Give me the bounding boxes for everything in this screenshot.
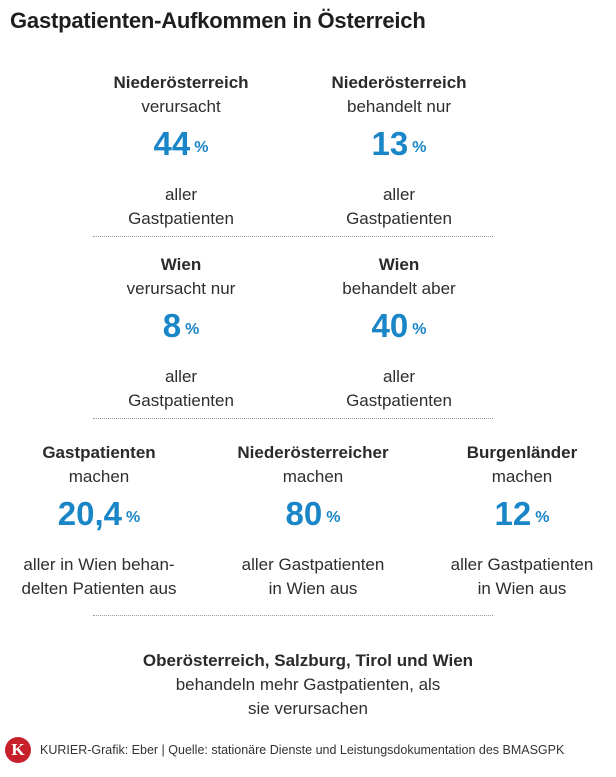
stat-value: 40% <box>371 307 427 344</box>
stat-line2: Gastpatienten <box>346 209 452 228</box>
stat-line1: aller Gastpatienten <box>450 555 594 574</box>
stat-line1: aller <box>382 185 416 204</box>
stat-value: 12% <box>494 495 550 532</box>
stat-line2: Gastpatienten <box>128 391 234 410</box>
stat-noe-behandelt: Niederösterreich behandelt nur 13% aller… <box>308 71 490 231</box>
stat-head: Gastpatienten <box>42 443 156 462</box>
stat-wien-verursacht: Wien verursacht nur 8% aller Gastpatient… <box>90 253 272 413</box>
stat-head: Niederösterreicher <box>237 443 389 462</box>
stat-line1: aller <box>164 185 198 204</box>
stat-head: Wien <box>378 255 420 274</box>
stat-gastpatienten-wien: Gastpatienten machen 20,4% aller in Wien… <box>4 441 194 601</box>
stat-niederoesterreicher: Niederösterreicher machen 80% aller Gast… <box>218 441 408 601</box>
stat-value: 8% <box>162 307 200 344</box>
stat-line2: in Wien aus <box>477 579 567 598</box>
stat-line1: aller <box>164 367 198 386</box>
stat-line1: aller in Wien behan- <box>23 555 175 574</box>
stat-head: Burgenländer <box>466 443 578 462</box>
stat-sub: behandelt nur <box>347 97 451 116</box>
stat-line2: delten Patienten aus <box>21 579 177 598</box>
kurier-logo: K <box>5 737 31 763</box>
stat-value: 13% <box>371 125 427 162</box>
stat-sub: verursacht nur <box>126 279 236 298</box>
stat-line2: in Wien aus <box>268 579 358 598</box>
summary-line1: behandeln mehr Gastpatienten, als <box>175 675 441 694</box>
stat-value: 44% <box>153 125 209 162</box>
divider <box>93 236 493 237</box>
stat-line1: aller Gastpatienten <box>241 555 385 574</box>
stat-wien-behandelt: Wien behandelt aber 40% aller Gastpatien… <box>308 253 490 413</box>
summary-line2: sie verursachen <box>247 699 368 718</box>
stat-line2: Gastpatienten <box>128 209 234 228</box>
stat-head: Niederösterreich <box>331 73 467 92</box>
stat-line2: Gastpatienten <box>346 391 452 410</box>
stat-sub: verursacht <box>141 97 221 116</box>
stat-head: Niederösterreich <box>113 73 249 92</box>
stat-sub: behandelt aber <box>342 279 456 298</box>
summary-statement: Oberösterreich, Salzburg, Tirol und Wien… <box>0 649 616 721</box>
stat-noe-verursacht: Niederösterreich verursacht 44% aller Ga… <box>90 71 272 231</box>
summary-head: Oberösterreich, Salzburg, Tirol und Wien <box>142 651 474 670</box>
stat-head: Wien <box>160 255 202 274</box>
stat-burgenlaender: Burgenländer machen 12% aller Gastpatien… <box>428 441 616 601</box>
page-title: Gastpatienten-Aufkommen in Österreich <box>10 8 426 33</box>
divider <box>93 615 493 616</box>
footer: K KURIER-Grafik: Eber | Quelle: stationä… <box>5 737 564 763</box>
divider <box>93 418 493 419</box>
stat-value: 80% <box>285 495 341 532</box>
stat-line1: aller <box>382 367 416 386</box>
stat-value: 20,4% <box>57 495 141 532</box>
stat-sub: machen <box>491 467 553 486</box>
stat-sub: machen <box>282 467 344 486</box>
source-credit: KURIER-Grafik: Eber | Quelle: stationäre… <box>40 743 565 757</box>
stat-sub: machen <box>68 467 130 486</box>
